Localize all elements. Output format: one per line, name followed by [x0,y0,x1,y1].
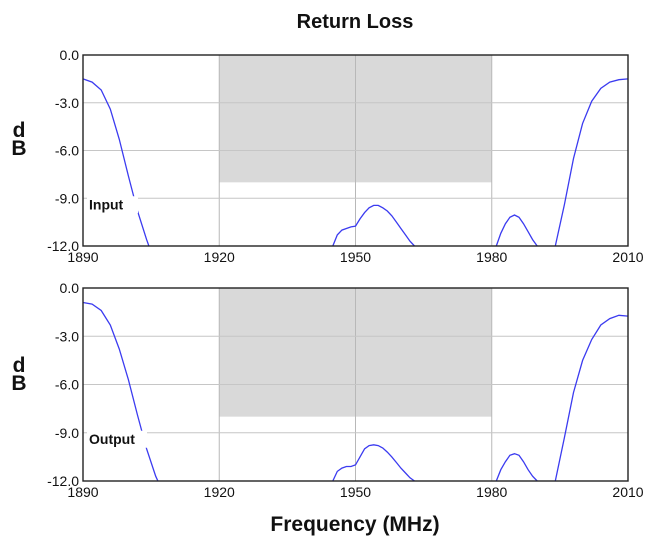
x-tick-label: 1950 [340,249,371,265]
x-axis-title: Frequency (MHz) [270,513,439,536]
y-tick-label: -6.0 [55,143,79,159]
panel-label: Input [89,196,124,212]
x-tick-label: 1920 [204,249,235,265]
y-tick-label: 0.0 [60,47,80,63]
y-tick-label: -9.0 [55,425,79,441]
y-tick-label: -3.0 [55,328,79,344]
x-tick-label: 1890 [67,484,98,500]
input-return-loss-panel: 1890 1920 1950 1980 2010 0.0 -3.0 -6.0 -9.0 -12.0… [11,47,643,265]
x-tick-label: 1980 [476,484,507,500]
y-tick-label: -12.0 [47,473,79,489]
return-loss-series-line [82,301,629,482]
y-tick-label: -3.0 [55,95,79,111]
x-tick-label: 1950 [340,484,371,500]
x-tick-label: 1980 [476,249,507,265]
return-loss-series-line [82,78,629,247]
output-return-loss-panel: 1890 1920 1950 1980 2010 0.0 -3.0 -6.0 -9.0 -12.0… [11,280,643,500]
x-tick-label: 1890 [67,249,98,265]
panel-label: Output [89,431,135,447]
y-tick-label: 0.0 [60,280,80,296]
y-tick-label: -12.0 [47,238,79,254]
chart-title: Return Loss [297,11,414,33]
panel-label-background [87,196,138,214]
plot-frame [82,287,629,482]
y-tick-label: -9.0 [55,190,79,206]
x-tick-label: 1920 [204,484,235,500]
x-tick-label: 2010 [612,249,643,265]
x-tick-label: 2010 [612,484,643,500]
panel-label-background [87,430,147,448]
y-tick-label: -6.0 [55,377,79,393]
plot-frame [82,54,629,247]
